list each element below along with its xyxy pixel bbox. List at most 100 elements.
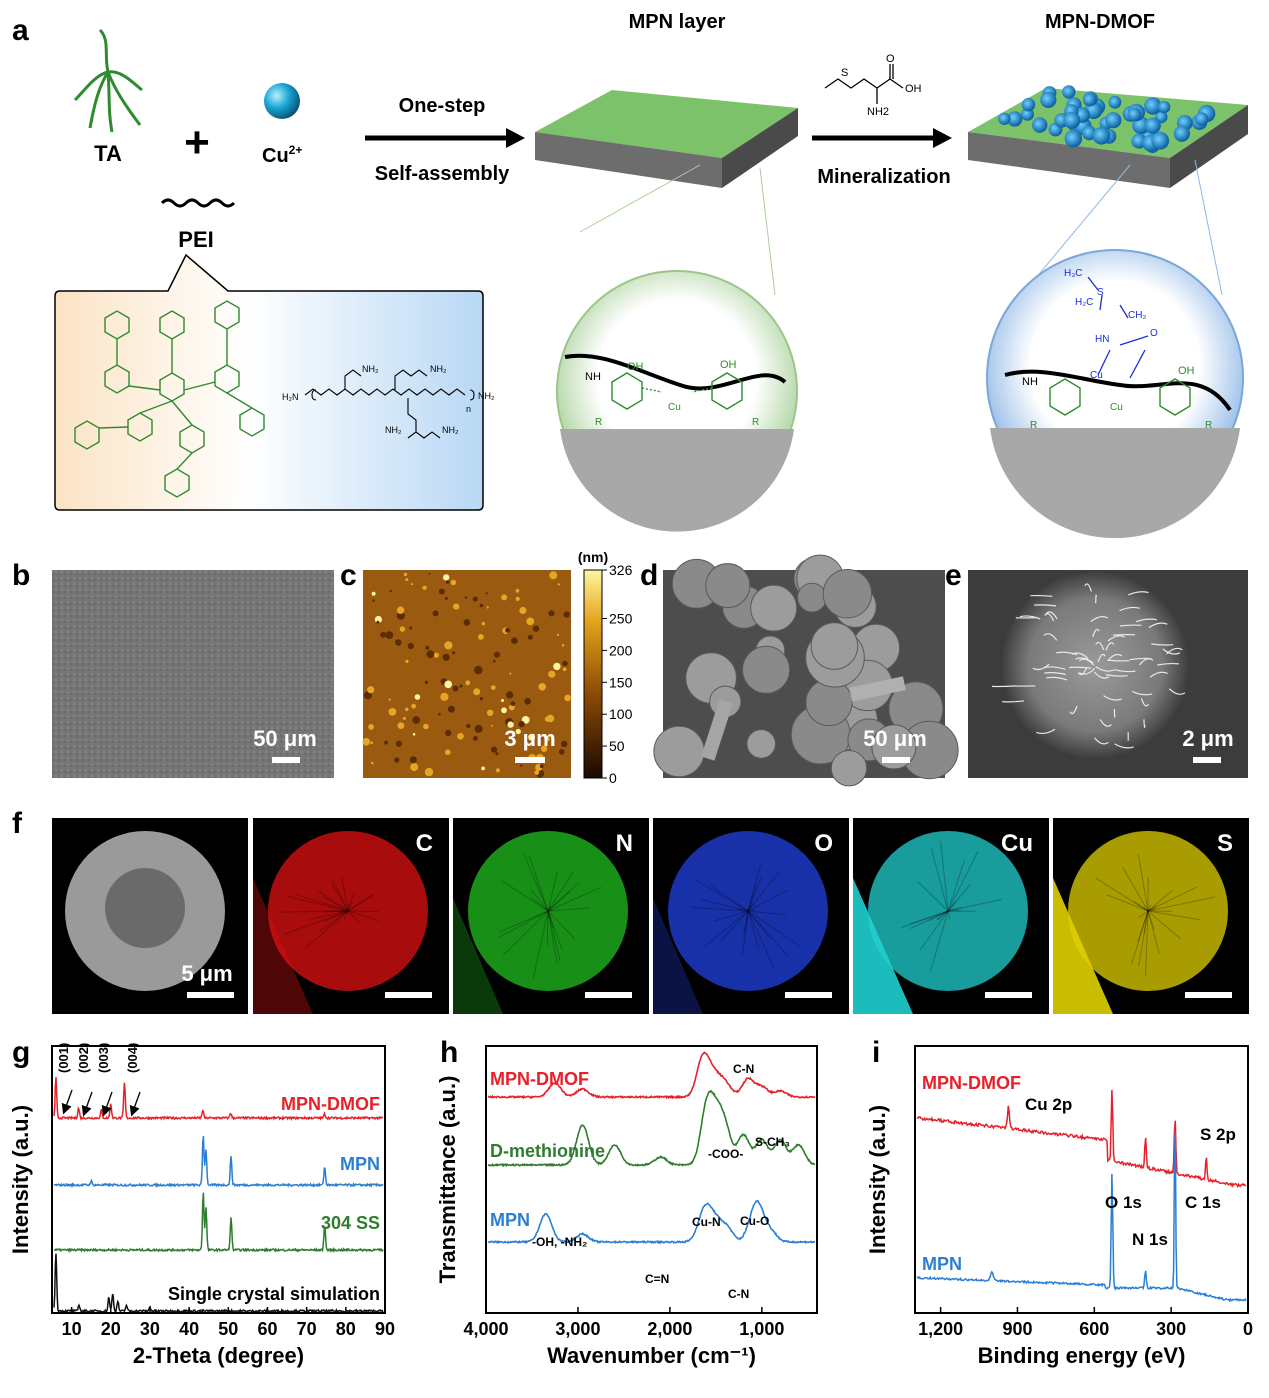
- eds-texture: [741, 910, 749, 957]
- mpn-cu: Cu: [668, 402, 681, 413]
- eds-texture: [346, 910, 349, 914]
- eds-texture: [287, 895, 349, 912]
- afm-grain: [473, 736, 478, 741]
- eds-texture: [323, 910, 349, 913]
- afm-grain: [444, 596, 448, 600]
- afm-grain: [422, 585, 427, 590]
- afm-grain: [501, 699, 504, 702]
- eds-particle: [268, 831, 428, 991]
- sem-e-flower: [1000, 570, 1190, 760]
- sem-petal: [1075, 657, 1094, 664]
- afm-grain: [519, 606, 527, 615]
- eds-texture: [547, 886, 602, 912]
- eds-texture: [747, 910, 800, 947]
- xrd-chart: 10 20 30 40 50 60 70 80 90 2-Theta (degree) Intens…: [8, 1043, 395, 1368]
- afm-grain: [538, 683, 546, 691]
- afm-grain: [412, 733, 416, 736]
- afm-grain: [405, 659, 409, 664]
- xrd-peak-label: (003): [96, 1043, 111, 1073]
- afm-grain: [407, 642, 414, 650]
- afm-grain: [479, 603, 484, 608]
- mpn-polymer-chain: [564, 353, 787, 391]
- afm-grain: [561, 644, 565, 647]
- sem-rod: [701, 699, 733, 761]
- mpn-coordination: [611, 372, 743, 410]
- panel-label-g: g: [12, 1036, 30, 1069]
- eds-texture: [343, 910, 349, 920]
- sem-petal: [1135, 618, 1157, 623]
- eds-texture: [347, 893, 375, 912]
- eds-scale-bar: [385, 992, 432, 998]
- sem-particle: [750, 584, 798, 632]
- afm-grain: [549, 571, 558, 580]
- mpn-oh-2: OH: [720, 359, 737, 371]
- afm-colorbar-unit: (nm): [578, 549, 608, 565]
- eds-texture: [547, 871, 574, 912]
- afm-grain: [362, 738, 371, 746]
- eds-element-label: Cu: [1001, 830, 1033, 857]
- sem-particle: [705, 563, 751, 609]
- afm-grain: [445, 580, 450, 584]
- afm-grain: [440, 692, 449, 702]
- eds-texture: [331, 883, 349, 912]
- methionine-structure: [824, 64, 904, 104]
- eds-texture: [322, 895, 349, 912]
- sem-petal: [1129, 657, 1152, 661]
- plot-frame: [51, 1045, 386, 1314]
- xps-annotation: N 1s: [1132, 1230, 1168, 1249]
- afm-grain: [553, 662, 561, 671]
- afm-grain: [389, 589, 392, 593]
- sem-petal: [1030, 594, 1053, 597]
- eds-texture: [319, 910, 349, 932]
- x-axis-label: 2-Theta (degree): [133, 1343, 304, 1368]
- eds-texture: [1147, 908, 1155, 912]
- mof-flower: [1021, 107, 1034, 121]
- eds-texture: [1147, 905, 1157, 912]
- eds-texture: [530, 896, 549, 912]
- afm-grain: [564, 694, 571, 702]
- ftir-legend-mpn: MPN: [490, 1210, 530, 1230]
- mof-flower: [998, 112, 1011, 126]
- afm-grain: [508, 731, 510, 734]
- afm-grain: [457, 732, 464, 740]
- mpn-substrate: [560, 429, 794, 532]
- sem-petal: [1095, 641, 1105, 651]
- afm-grain: [548, 610, 555, 617]
- afm-grain: [411, 703, 416, 709]
- eds-texture: [547, 910, 561, 962]
- eds-texture: [347, 910, 380, 922]
- afm-grain: [412, 716, 420, 724]
- afm-grain: [447, 705, 455, 713]
- xrd-legend-mpn-dmof: MPN-DMOF: [281, 1094, 380, 1114]
- eds-texture: [546, 910, 549, 946]
- sem-particle: [822, 569, 873, 619]
- eds-texture: [528, 855, 549, 912]
- afm-grain: [405, 707, 409, 712]
- xrd-series-line: [53, 1192, 384, 1254]
- sem-petal: [1138, 658, 1154, 666]
- sem-petal: [1056, 651, 1078, 656]
- afm-grain: [540, 745, 548, 752]
- panel-label-f: f: [12, 807, 23, 840]
- eds-texture: [1146, 910, 1149, 913]
- pei-structure: [304, 369, 475, 439]
- panel-label-b: b: [12, 559, 30, 592]
- x-tick-label: 80: [336, 1319, 356, 1339]
- step1-label-2: Self-assembly: [375, 163, 510, 185]
- sem-petal: [1095, 666, 1115, 672]
- afm-grain: [495, 752, 499, 756]
- afm-grain: [367, 686, 375, 694]
- pei-nh2-c: NH₂: [478, 391, 495, 401]
- eds-element-label: N: [616, 830, 633, 857]
- afm-grain: [385, 631, 394, 639]
- sem-petal: [1162, 648, 1181, 655]
- x-tick-label: 60: [257, 1319, 277, 1339]
- dmof-cu-1: Cu: [1090, 370, 1103, 381]
- afm-grain: [426, 650, 435, 659]
- eds-substrate: [453, 898, 503, 1014]
- pei-nh2-a: NH₂: [362, 364, 379, 374]
- sem-petal: [1166, 647, 1183, 655]
- sem-petal: [1084, 583, 1092, 592]
- afm-grain: [444, 641, 453, 650]
- x-tick-label: 1,200: [918, 1319, 963, 1339]
